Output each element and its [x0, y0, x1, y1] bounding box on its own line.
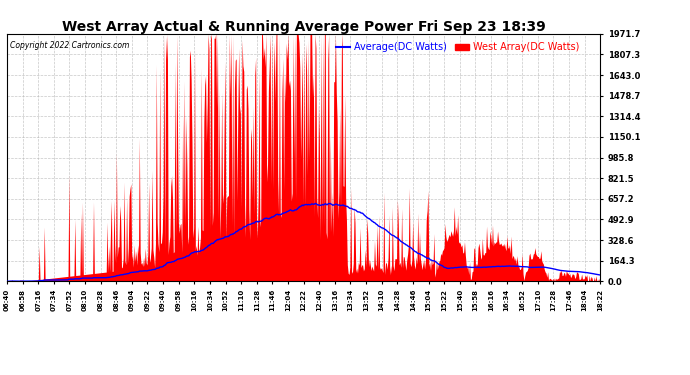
Text: Copyright 2022 Cartronics.com: Copyright 2022 Cartronics.com: [10, 41, 129, 50]
Legend: Average(DC Watts), West Array(DC Watts): Average(DC Watts), West Array(DC Watts): [332, 39, 584, 56]
Title: West Array Actual & Running Average Power Fri Sep 23 18:39: West Array Actual & Running Average Powe…: [61, 20, 546, 34]
